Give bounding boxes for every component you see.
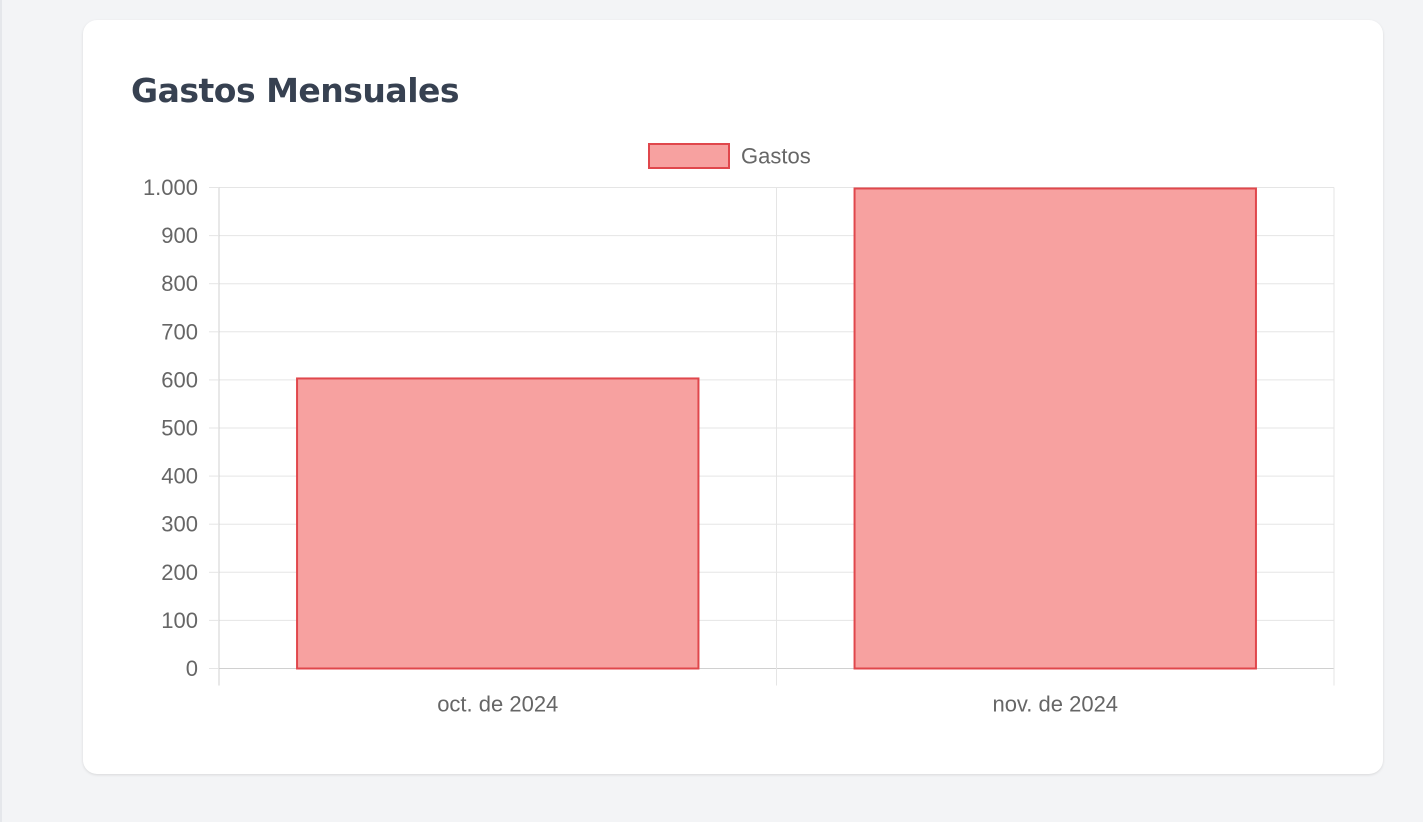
y-tick-label: 400 bbox=[161, 464, 198, 489]
y-tick-label: 100 bbox=[161, 608, 198, 633]
y-tick-label: 300 bbox=[161, 512, 198, 537]
card-title: Gastos Mensuales bbox=[131, 71, 460, 110]
bar-1 bbox=[296, 377, 700, 670]
y-tick-label: 800 bbox=[161, 271, 198, 296]
y-tick-label: 500 bbox=[161, 416, 198, 441]
y-tick-label: 1.000 bbox=[143, 175, 198, 200]
y-tick-label: 900 bbox=[161, 223, 198, 248]
y-tick-label: 600 bbox=[161, 367, 198, 392]
y-tick-label: 700 bbox=[161, 319, 198, 344]
bar-2 bbox=[853, 187, 1257, 670]
y-tick-label: 200 bbox=[161, 560, 198, 585]
legend-swatch[interactable] bbox=[648, 143, 730, 169]
chart-bars bbox=[296, 187, 1257, 670]
chart-card: Gastos Mensuales 0 100 200 300 400 500 600 700 8… bbox=[83, 20, 1383, 774]
x-tick-label: oct. de 2024 bbox=[437, 692, 558, 717]
page-left-border bbox=[0, 0, 2, 822]
chart-axes: 0 100 200 300 400 500 600 700 800 900 1.000 oct. de… bbox=[143, 175, 1118, 717]
y-tick-label: 0 bbox=[186, 656, 198, 681]
bar-chart: 0 100 200 300 400 500 600 700 800 900 1.000 oct. de… bbox=[143, 143, 1335, 717]
legend-label[interactable]: Gastos bbox=[741, 144, 811, 169]
x-tick-label: nov. de 2024 bbox=[992, 692, 1118, 717]
chart-legend[interactable]: Gastos bbox=[648, 143, 811, 169]
